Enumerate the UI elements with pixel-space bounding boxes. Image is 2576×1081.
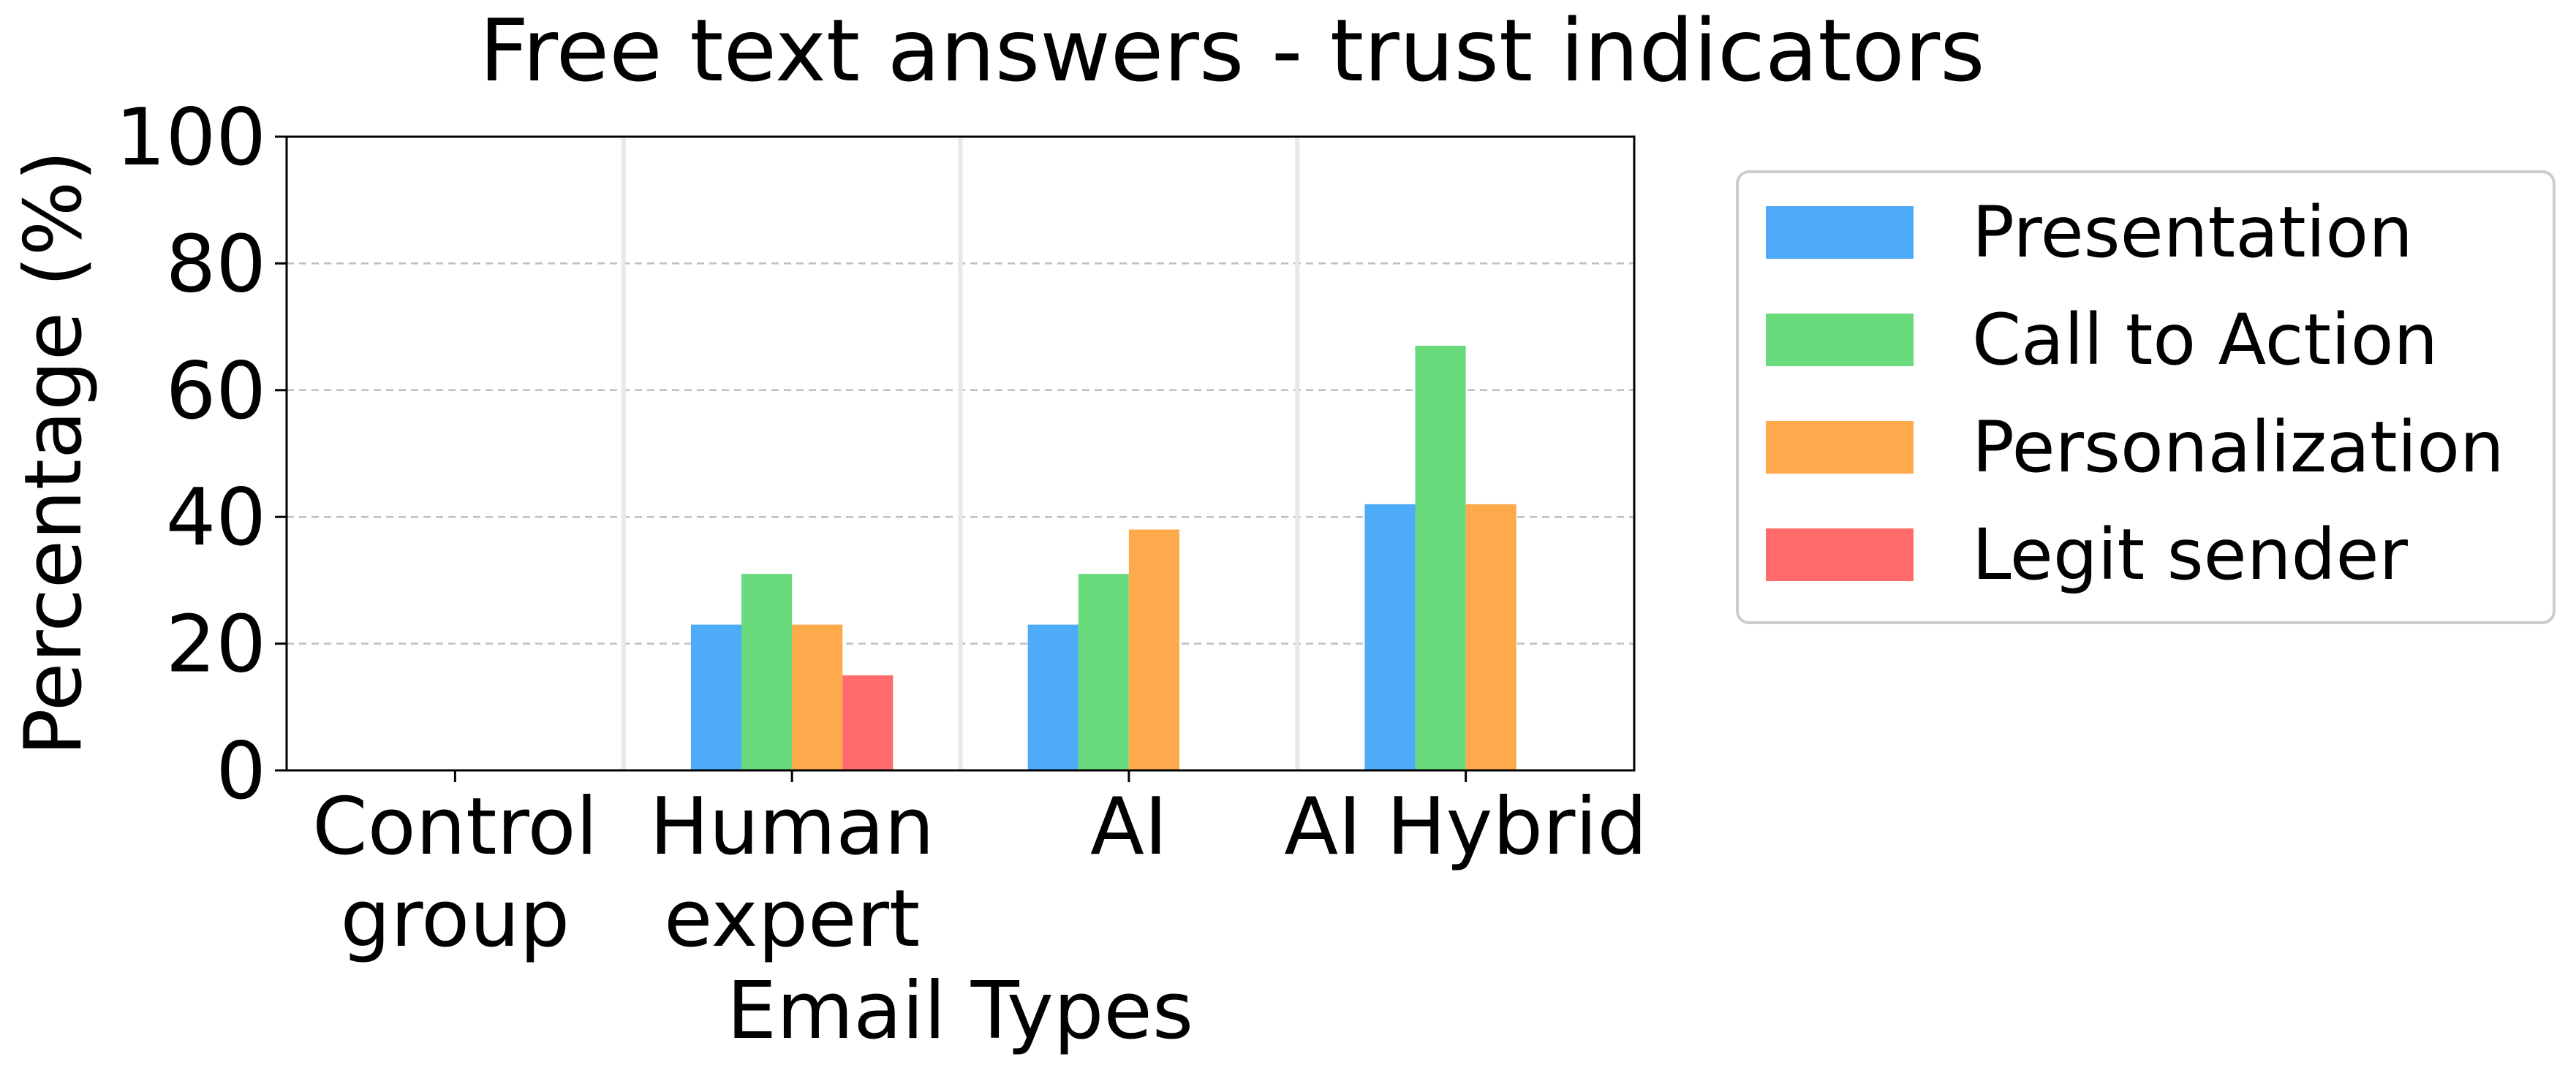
x-tick-label: Control — [312, 781, 597, 873]
legend-label: Legit sender — [1972, 514, 2409, 596]
x-axis-label: Email Types — [727, 966, 1193, 1057]
legend-label: Presentation — [1972, 191, 2413, 273]
bar — [792, 624, 843, 770]
bar — [1364, 504, 1416, 770]
legend-label: Personalization — [1972, 406, 2504, 488]
bar — [1128, 529, 1179, 770]
bar — [1027, 624, 1079, 770]
y-axis-ticks: 0 20 40 60 80 100 — [116, 92, 287, 817]
x-tick-label: AI — [1090, 781, 1168, 873]
y-tick-label: 40 — [166, 472, 266, 564]
category-separators — [621, 137, 1300, 770]
x-tick-label: expert — [664, 873, 920, 965]
x-tick-label: AI Hybrid — [1284, 781, 1647, 873]
y-tick-label: 100 — [116, 92, 266, 183]
x-tick-label: group — [341, 873, 570, 965]
y-tick-label: 0 — [216, 726, 266, 817]
legend-swatch — [1766, 421, 1914, 474]
plot-frame — [285, 135, 1636, 772]
y-tick-label: 60 — [166, 346, 266, 437]
bar — [1078, 574, 1129, 770]
legend-swatch — [1766, 528, 1914, 581]
legend-label: Call to Action — [1972, 299, 2438, 381]
bar — [1415, 346, 1466, 770]
legend-swatch — [1766, 314, 1914, 366]
bar — [842, 675, 894, 770]
legend: Presentation Call to Action Personalizatio… — [1736, 170, 2556, 624]
chart-title: Free text answers - trust indicators — [479, 0, 1984, 101]
bars — [690, 346, 1516, 770]
x-tick-label: Human — [649, 781, 934, 873]
y-tick-label: 80 — [166, 219, 266, 310]
bar — [741, 574, 793, 770]
bar — [690, 624, 742, 770]
legend-swatch — [1766, 206, 1914, 259]
legend-box — [1736, 170, 2556, 624]
bar — [1465, 504, 1516, 770]
y-axis-label: Percentage (%) — [8, 151, 99, 756]
y-tick-label: 20 — [166, 599, 266, 691]
